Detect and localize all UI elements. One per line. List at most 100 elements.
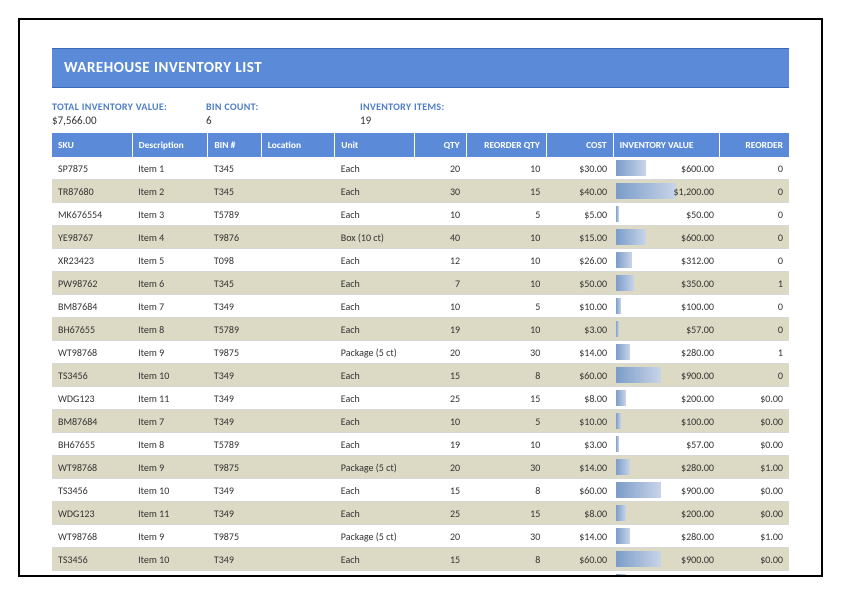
cell-unit: Each: [335, 479, 415, 502]
cell-bin: T9875: [208, 525, 261, 548]
cell-sku: MK676554: [52, 203, 132, 226]
cell-reorder-qty: 10: [466, 249, 546, 272]
cell-inventory-value: $200.00: [613, 502, 720, 525]
inventory-value-text: $100.00: [617, 300, 714, 313]
cell-unit: Each: [335, 571, 415, 578]
cell-sku: SP7875: [52, 157, 132, 180]
cell-description: Item 10: [132, 479, 208, 502]
summary-total-label: TOTAL INVENTORY VALUE:: [52, 100, 182, 113]
cell-reorder: $0.00: [720, 548, 789, 571]
cell-location: [261, 341, 334, 364]
cell-description: Item 9: [132, 456, 208, 479]
cell-unit: Package (5 ct): [335, 525, 415, 548]
table-row: MK676554Item 3T5789Each105$5.00$50.000: [52, 203, 789, 226]
inventory-value-text: $50.00: [617, 208, 714, 221]
table-row: BH67655Item 8T5789Each1910$3.00$57.00$0.…: [52, 433, 789, 456]
table-row: XR23423Item 5T098Each1210$26.00$312.000: [52, 249, 789, 272]
cell-location: [261, 456, 334, 479]
inventory-value-text: $900.00: [617, 369, 714, 382]
cell-sku: TS3456: [52, 364, 132, 387]
cell-qty: 25: [415, 387, 466, 410]
table-body: SP7875Item 1T345Each2010$30.00$600.000TR…: [52, 157, 789, 577]
inventory-bar: [616, 574, 626, 577]
cell-qty: 19: [415, 433, 466, 456]
cell-unit: Box (10 ct): [335, 226, 415, 249]
cell-reorder: $0.00: [720, 571, 789, 578]
cell-qty: 10: [415, 410, 466, 433]
cell-reorder: $1.00: [720, 525, 789, 548]
cell-sku: WDG123: [52, 387, 132, 410]
cell-unit: Each: [335, 502, 415, 525]
cell-location: [261, 433, 334, 456]
table-row: TS3456Item 10T349Each158$60.00$900.000: [52, 364, 789, 387]
cell-qty: 25: [415, 571, 466, 578]
cell-reorder-qty: 30: [466, 341, 546, 364]
cell-description: Item 7: [132, 295, 208, 318]
cell-reorder: $0.00: [720, 479, 789, 502]
inventory-value-text: $900.00: [617, 553, 714, 566]
cell-cost: $15.00: [546, 226, 613, 249]
cell-bin: T349: [208, 295, 261, 318]
cell-description: Item 11: [132, 502, 208, 525]
cell-sku: TS3456: [52, 479, 132, 502]
cell-unit: Each: [335, 410, 415, 433]
summary-items: INVENTORY ITEMS: 19: [360, 100, 490, 127]
cell-qty: 40: [415, 226, 466, 249]
col-unit: Unit: [335, 133, 415, 157]
cell-qty: 12: [415, 249, 466, 272]
table-row: SP7875Item 1T345Each2010$30.00$600.000: [52, 157, 789, 180]
cell-reorder: $0.00: [720, 410, 789, 433]
cell-cost: $8.00: [546, 502, 613, 525]
cell-bin: T349: [208, 387, 261, 410]
cell-inventory-value: $280.00: [613, 341, 720, 364]
cell-sku: WDG123: [52, 502, 132, 525]
cell-inventory-value: $1,200.00: [613, 180, 720, 203]
cell-bin: T345: [208, 272, 261, 295]
summary-bin-label: BIN COUNT:: [206, 100, 336, 113]
cell-qty: 20: [415, 157, 466, 180]
cell-sku: BH67655: [52, 318, 132, 341]
cell-description: Item 11: [132, 571, 208, 578]
cell-bin: T9876: [208, 226, 261, 249]
cell-inventory-value: $50.00: [613, 203, 720, 226]
cell-qty: 30: [415, 180, 466, 203]
cell-sku: PW98762: [52, 272, 132, 295]
cell-cost: $10.00: [546, 410, 613, 433]
cell-cost: $60.00: [546, 479, 613, 502]
cell-bin: T5789: [208, 203, 261, 226]
cell-inventory-value: $100.00: [613, 295, 720, 318]
cell-cost: $5.00: [546, 203, 613, 226]
cell-description: Item 9: [132, 525, 208, 548]
cell-reorder-qty: 15: [466, 571, 546, 578]
cell-unit: Each: [335, 157, 415, 180]
table-row: PW98762Item 6T345Each710$50.00$350.001: [52, 272, 789, 295]
cell-reorder: $0.00: [720, 433, 789, 456]
cell-location: [261, 364, 334, 387]
table-row: TS3456Item 10T349Each158$60.00$900.00$0.…: [52, 479, 789, 502]
cell-qty: 7: [415, 272, 466, 295]
cell-cost: $8.00: [546, 571, 613, 578]
cell-unit: Each: [335, 433, 415, 456]
cell-bin: T349: [208, 410, 261, 433]
cell-description: Item 11: [132, 387, 208, 410]
cell-reorder-qty: 10: [466, 272, 546, 295]
inventory-value-text: $350.00: [617, 277, 714, 290]
summary-items-label: INVENTORY ITEMS:: [360, 100, 490, 113]
cell-location: [261, 249, 334, 272]
cell-inventory-value: $280.00: [613, 456, 720, 479]
cell-bin: T9875: [208, 341, 261, 364]
cell-reorder-qty: 15: [466, 502, 546, 525]
cell-reorder: 0: [720, 364, 789, 387]
cell-reorder-qty: 30: [466, 456, 546, 479]
cell-sku: WDG123: [52, 571, 132, 578]
table-row: WDG123Item 11T349Each2515$8.00$200.00$0.…: [52, 502, 789, 525]
cell-cost: $14.00: [546, 341, 613, 364]
col-qty: QTY: [415, 133, 466, 157]
cell-reorder: 0: [720, 295, 789, 318]
cell-qty: 20: [415, 525, 466, 548]
cell-reorder: $1.00: [720, 456, 789, 479]
inventory-value-text: $200.00: [617, 576, 714, 578]
cell-description: Item 2: [132, 180, 208, 203]
cell-unit: Each: [335, 295, 415, 318]
inventory-value-text: $200.00: [617, 507, 714, 520]
